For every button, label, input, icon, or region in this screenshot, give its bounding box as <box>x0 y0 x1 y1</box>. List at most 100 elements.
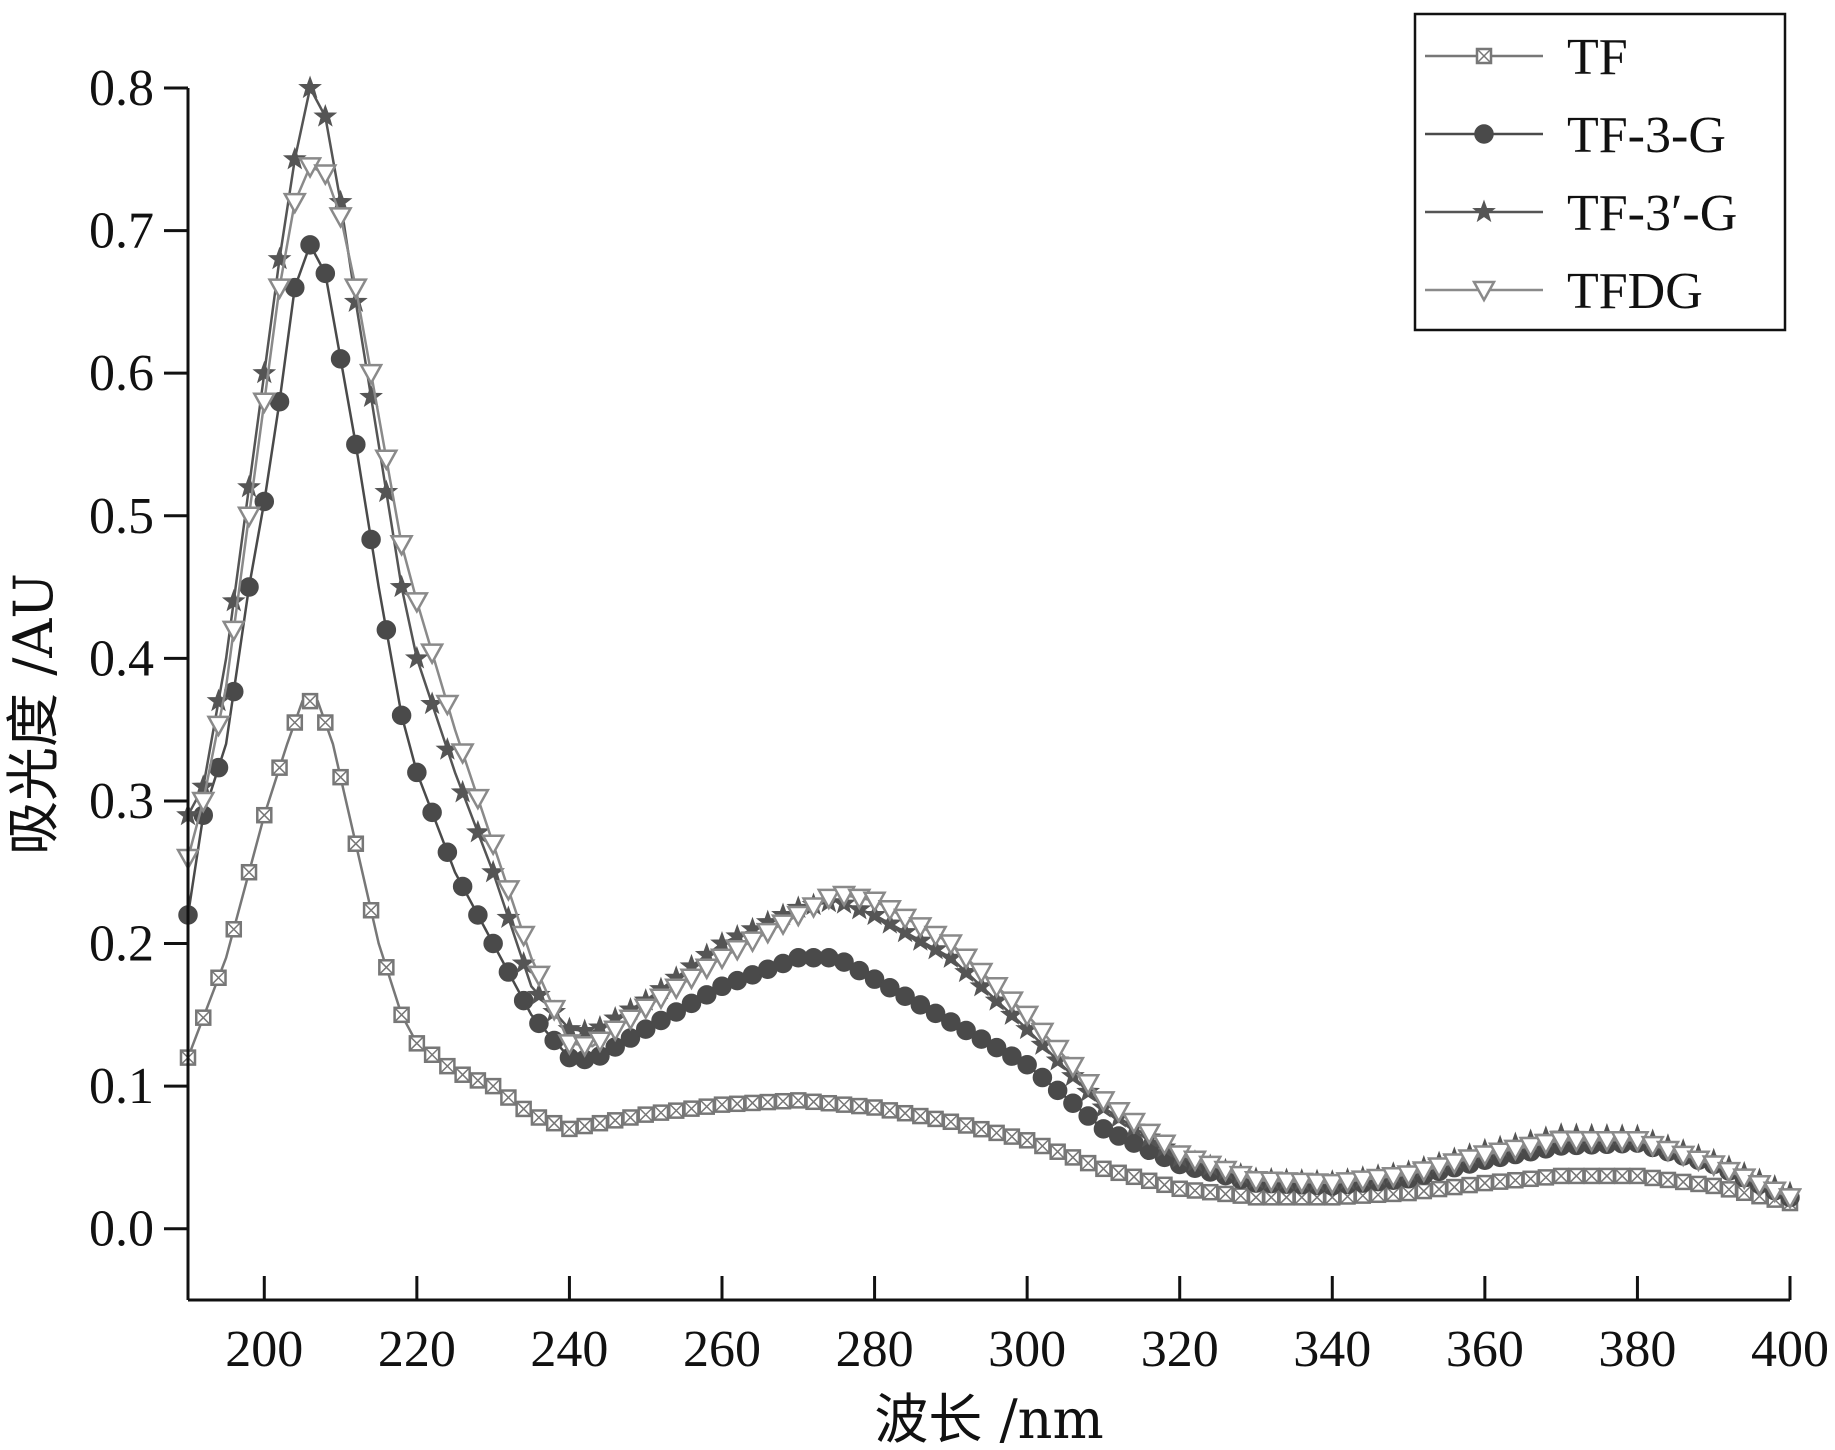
y-tick-label: 0.6 <box>89 345 154 402</box>
marker-shape <box>435 694 460 717</box>
marker-shape <box>984 977 1009 999</box>
data-point <box>301 692 319 710</box>
y-tick-label: 0.3 <box>89 773 154 830</box>
marker-shape <box>648 988 674 1011</box>
data-point <box>298 75 322 99</box>
data-point <box>1320 1173 1345 1196</box>
data-point <box>1079 1154 1097 1172</box>
data-point <box>437 842 458 863</box>
data-point <box>1289 1172 1314 1195</box>
marker-cross <box>317 714 333 731</box>
data-point <box>1095 1160 1112 1178</box>
marker-cross <box>1080 1155 1096 1171</box>
data-point <box>1247 1189 1265 1206</box>
data-point <box>1426 1157 1452 1180</box>
marker-shape <box>1289 1172 1314 1195</box>
data-point <box>529 1013 549 1034</box>
data-point <box>587 1031 613 1054</box>
data-point <box>986 1037 1007 1058</box>
marker-shape <box>542 999 567 1022</box>
data-point <box>1674 1173 1692 1191</box>
marker-cross <box>256 807 272 823</box>
data-point <box>1002 1046 1022 1066</box>
marker-shape <box>1610 1131 1635 1153</box>
marker-shape <box>1747 1174 1772 1197</box>
data-point <box>239 577 259 597</box>
marker-cross <box>1553 1168 1569 1184</box>
data-point <box>1015 1005 1040 1028</box>
marker-shape <box>725 939 750 962</box>
marker-shape <box>938 934 963 957</box>
data-point <box>999 991 1025 1014</box>
marker-shape <box>513 990 534 1011</box>
data-point <box>1140 1172 1158 1190</box>
data-point <box>439 1057 456 1075</box>
marker-cross <box>485 1078 501 1094</box>
marker-shape <box>1411 1161 1436 1184</box>
marker-shape <box>483 933 503 954</box>
marker-shape <box>1017 1054 1037 1075</box>
data-point <box>1259 1171 1284 1194</box>
legend-box <box>1413 12 1787 332</box>
marker-shape <box>481 834 506 857</box>
data-point <box>1583 1167 1600 1185</box>
data-point <box>1064 1149 1082 1166</box>
data-point <box>343 289 368 312</box>
marker-shape <box>328 189 353 213</box>
marker-cross <box>1401 1185 1417 1201</box>
marker-shape <box>1030 1022 1055 1045</box>
marker-cross <box>1492 1174 1508 1190</box>
marker-shape <box>1015 1005 1040 1028</box>
data-point <box>881 1102 899 1119</box>
data-point <box>468 905 488 925</box>
marker-cross <box>1599 1168 1615 1184</box>
data-point <box>500 1089 517 1106</box>
data-point <box>744 1094 761 1112</box>
marker-cross <box>729 1096 745 1112</box>
data-point <box>1156 1176 1173 1194</box>
marker-shape <box>465 788 491 811</box>
marker-cross <box>1523 1171 1539 1187</box>
data-point <box>651 1010 671 1031</box>
marker-shape <box>391 705 412 726</box>
data-point <box>1747 1174 1772 1197</box>
data-point <box>633 998 658 1021</box>
data-point <box>1762 1181 1787 1204</box>
marker-shape <box>1579 1131 1604 1153</box>
data-point <box>576 1117 593 1135</box>
marker-cross <box>210 970 227 986</box>
marker-shape <box>877 911 902 934</box>
data-point <box>210 969 227 987</box>
data-point <box>374 449 399 472</box>
marker-shape <box>498 962 519 982</box>
marker-cross <box>302 693 318 709</box>
marker-shape <box>849 960 870 981</box>
data-point <box>759 1093 777 1111</box>
marker-shape <box>466 819 490 843</box>
marker-cross <box>1645 1170 1661 1186</box>
marker-shape <box>343 289 368 312</box>
data-point <box>1442 1153 1467 1176</box>
y-tick-label: 0.0 <box>89 1201 154 1258</box>
marker-shape <box>376 620 397 640</box>
marker-cross <box>744 1095 761 1111</box>
series-layer <box>175 75 1803 1212</box>
data-point <box>423 1046 441 1063</box>
marker-shape <box>1002 1046 1022 1066</box>
data-point <box>347 835 365 852</box>
data-point <box>786 905 811 928</box>
data-point <box>271 759 288 776</box>
data-point <box>282 146 307 170</box>
data-point <box>1381 1166 1406 1189</box>
data-point <box>648 988 674 1011</box>
marker-shape <box>1777 1188 1803 1210</box>
marker-shape <box>254 491 275 512</box>
marker-shape <box>389 535 414 557</box>
marker-cross <box>1721 1181 1737 1197</box>
marker-cross <box>1248 1189 1264 1205</box>
marker-shape <box>709 948 735 971</box>
marker-shape <box>1471 280 1497 303</box>
marker-cross <box>1538 1169 1554 1185</box>
data-point <box>1518 1136 1543 1159</box>
